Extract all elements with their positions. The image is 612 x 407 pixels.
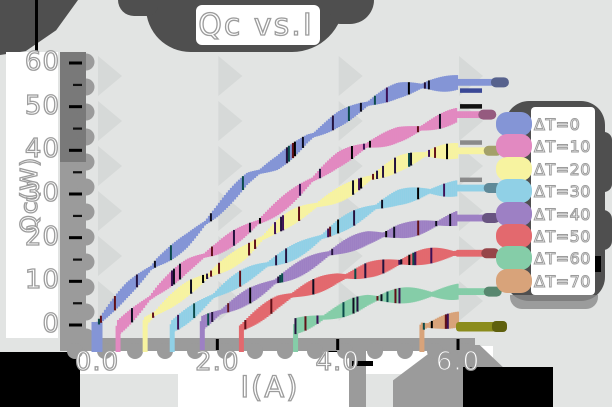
- series-dt-70: [419, 311, 507, 352]
- series-dt-60: [293, 283, 502, 352]
- y-tick-label: 50: [24, 90, 60, 121]
- legend-swatch-icon: [496, 268, 532, 293]
- y-tick-label: 30: [24, 177, 60, 208]
- legend-swatch-icon: [496, 179, 532, 204]
- axis-bands: [60, 52, 475, 359]
- title-white-patch: [196, 5, 320, 45]
- series-dt-0: [91, 75, 509, 352]
- legend-item-label: ΔT=20: [534, 159, 591, 179]
- black-rect-bottom-left: [0, 352, 80, 407]
- black-rect-bottom-right: [463, 367, 553, 407]
- black-dash-near-4: [352, 361, 373, 366]
- x-axis-label: I(A): [240, 369, 300, 404]
- legend-swatch-icon: [496, 224, 532, 248]
- series-dt-10: [115, 104, 497, 352]
- legend-item-label: ΔT=60: [534, 249, 591, 269]
- legend-shadow-lump-2: [594, 210, 612, 250]
- y-tick-label: 40: [24, 134, 60, 165]
- series-dt-20: [142, 140, 502, 352]
- legend-swatch-icon: [496, 134, 532, 159]
- series-dt-40: [199, 211, 500, 352]
- ylabel-white-strip: [6, 52, 58, 338]
- legend-item-label: ΔT=40: [534, 204, 591, 224]
- legend-item-label: ΔT=10: [534, 137, 591, 157]
- legend-swatch-icon: [496, 112, 532, 136]
- chart-title: Qc vs.I: [198, 7, 314, 43]
- legend-shadow-lump-1: [596, 132, 612, 192]
- legend-swatch-icon: [496, 201, 532, 226]
- y-tick-label: 0: [42, 308, 60, 339]
- y-tick-label: 60: [24, 46, 60, 77]
- y-tick-label: 10: [24, 265, 60, 296]
- x-tick-label: 0.0: [74, 346, 120, 377]
- shadow-line-top-left: [35, 0, 38, 57]
- legend-item-label: ΔT=50: [534, 227, 591, 247]
- legend-gray-fade: [510, 295, 598, 309]
- tick-marks: [69, 61, 460, 350]
- series-dt-50: [238, 247, 500, 352]
- x-tick-label: 6.0: [435, 346, 481, 377]
- legend-item-label: ΔT=30: [534, 182, 591, 202]
- legend-item-label: ΔT=70: [534, 271, 591, 291]
- title-shadow-wing-left: [118, 0, 158, 16]
- xlabel-white-strip: [178, 372, 364, 407]
- legend-swatch-icon: [496, 246, 532, 271]
- legend-white-strip: [531, 107, 595, 295]
- x-tick-label: 4.0: [315, 346, 360, 377]
- gray-band-tick-4: [349, 345, 366, 407]
- legend-item-label: ΔT=0: [534, 115, 581, 135]
- legend-swatch-icon: [496, 156, 532, 181]
- x-tick-label: 2.0: [194, 346, 240, 377]
- y-tick-label: 20: [24, 221, 60, 252]
